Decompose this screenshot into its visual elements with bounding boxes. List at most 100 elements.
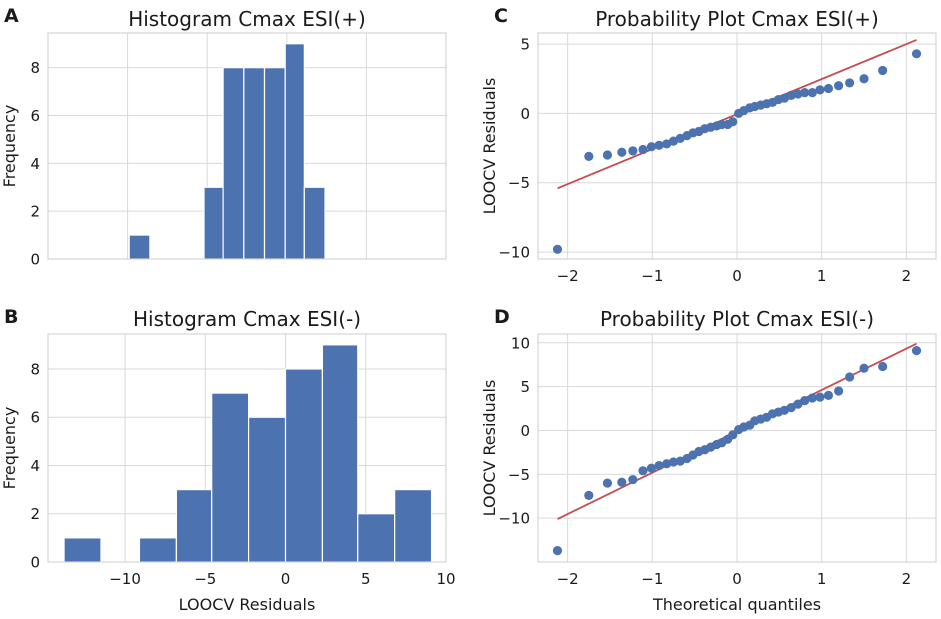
- data-point: [815, 392, 825, 402]
- data-point: [728, 117, 738, 127]
- y-tick-label: 6: [30, 107, 40, 125]
- histogram-bar: [394, 489, 433, 563]
- histogram-bar: [203, 186, 224, 260]
- y-tick-label: 6: [30, 409, 40, 427]
- y-tick-label: 0: [520, 422, 530, 440]
- y-tick-label: −10: [498, 244, 530, 262]
- x-tick-label: −5: [194, 570, 216, 588]
- data-point: [668, 457, 679, 467]
- data-point: [654, 460, 664, 471]
- data-point: [823, 83, 834, 94]
- chart-title: Histogram Cmax ESI(+): [128, 7, 366, 31]
- data-point: [552, 244, 563, 254]
- chart-title: Histogram Cmax ESI(-): [133, 307, 361, 331]
- histogram-bar: [175, 489, 213, 563]
- x-axis-label: LOOCV Residuals: [179, 595, 316, 614]
- data-point: [859, 363, 869, 373]
- x-tick-label: 0: [732, 570, 742, 588]
- histogram-bar: [263, 67, 286, 260]
- histogram-bar: [63, 537, 102, 563]
- data-point: [878, 361, 888, 372]
- data-point: [845, 372, 855, 382]
- plot-frame: [537, 333, 937, 563]
- data-point: [628, 146, 638, 156]
- histogram-bar: [284, 368, 324, 563]
- x-tick-label: −1: [641, 267, 663, 285]
- x-tick-label: 1: [817, 570, 827, 588]
- x-tick-label: 0: [732, 267, 742, 285]
- x-tick-label: −2: [557, 267, 579, 285]
- histogram-bar: [243, 67, 266, 260]
- x-tick-label: −2: [557, 570, 579, 588]
- data-point: [602, 150, 613, 160]
- data-point: [845, 78, 855, 88]
- x-tick-label: 0: [281, 570, 291, 588]
- panel-letter: B: [4, 306, 18, 328]
- plot-frame: [47, 32, 447, 260]
- data-point: [800, 88, 810, 98]
- y-axis-label: LOOCV Residuals: [480, 78, 499, 215]
- data-point: [617, 477, 627, 487]
- y-tick-label: 8: [30, 59, 40, 77]
- data-point: [807, 393, 817, 403]
- x-tick-label: 10: [436, 570, 455, 588]
- data-point: [646, 142, 657, 152]
- x-tick-label: 1: [817, 267, 827, 285]
- data-point: [552, 546, 563, 556]
- data-point: [793, 399, 803, 409]
- x-axis-label: Theoretical quantiles: [652, 595, 821, 614]
- data-point: [834, 81, 844, 91]
- y-tick-label: 4: [30, 155, 40, 173]
- y-axis-label: LOOCV Residuals: [480, 380, 499, 517]
- histogram-bar: [357, 513, 396, 563]
- x-tick-label: 2: [902, 570, 912, 588]
- data-point: [800, 396, 810, 406]
- y-tick-label: −5: [508, 466, 530, 484]
- data-point: [638, 144, 648, 155]
- data-point: [786, 403, 796, 413]
- plot-frame: [47, 333, 447, 563]
- data-point: [859, 74, 869, 84]
- x-tick-label: 2: [902, 267, 912, 285]
- x-tick-label: −1: [641, 570, 663, 588]
- data-point: [878, 65, 888, 76]
- x-tick-label: 5: [361, 570, 371, 588]
- data-point: [654, 140, 664, 150]
- y-tick-label: 5: [520, 36, 530, 54]
- panel-letter: D: [494, 306, 510, 328]
- y-tick-label: 10: [511, 334, 530, 352]
- data-point: [638, 466, 648, 476]
- y-tick-label: 2: [30, 505, 40, 523]
- histogram-bar: [138, 537, 177, 563]
- x-tick-label: −10: [109, 570, 141, 588]
- panel-b: 0 2 4 6 8 −10 −5 0 5 10 Histogram Cmax ESI(-) Frequ…: [0, 306, 456, 614]
- y-axis-label: Frequency: [0, 105, 19, 188]
- data-point: [617, 147, 627, 157]
- data-point: [807, 88, 817, 98]
- chart-title: Probability Plot Cmax ESI(+): [595, 7, 879, 31]
- data-point: [911, 49, 922, 59]
- data-point: [628, 474, 638, 485]
- data-point: [602, 478, 613, 488]
- panel-letter: A: [4, 5, 19, 27]
- histogram-bar: [303, 186, 326, 260]
- histogram-bar: [128, 234, 151, 260]
- panel-a: 0 2 4 6 8 Histogram Cmax ESI(+) Frequency A: [0, 5, 447, 269]
- data-point: [584, 151, 594, 161]
- y-axis-label: Frequency: [0, 407, 19, 490]
- data-point: [823, 390, 834, 400]
- data-point: [815, 85, 825, 95]
- histogram-bar: [321, 344, 359, 563]
- panel-letter: C: [494, 5, 508, 27]
- data-point: [584, 490, 594, 500]
- histogram-bar: [222, 67, 245, 260]
- y-tick-label: 5: [520, 378, 530, 396]
- y-tick-label: 0: [30, 554, 40, 572]
- y-tick-label: 4: [30, 457, 40, 475]
- data-point: [728, 430, 738, 440]
- chart-title: Probability Plot Cmax ESI(-): [600, 307, 874, 331]
- histogram-bar: [211, 392, 250, 563]
